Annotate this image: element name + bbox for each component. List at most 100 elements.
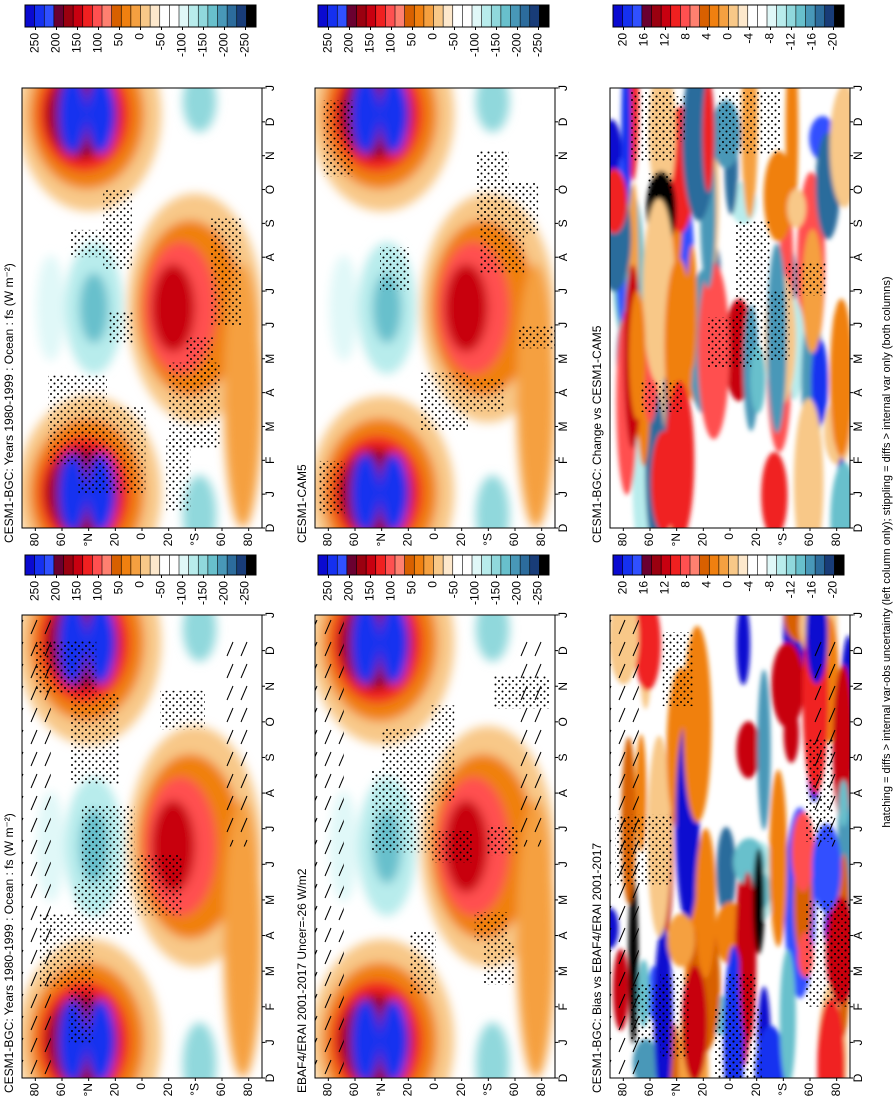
stippling [719,92,781,154]
colorbar-swatch [34,555,45,575]
colorbar-tick-label: 100 [91,33,105,53]
field-blob [632,1039,659,1078]
x-tick-label: D [556,646,570,655]
y-tick-label: °N [669,533,683,546]
colorbar-swatch [767,555,777,575]
colorbar-swatch [632,555,643,575]
hatching [610,615,639,1078]
colorbar-swatch [452,5,463,27]
colorbar-swatch [207,5,218,27]
field-blob [223,264,262,528]
x-tick-label: J [263,826,277,832]
panel-title: CESM1-BGC: Bias vs EBAF4/ERAI 2001-2017 [590,843,604,1093]
colorbar-tick-label: -16 [805,33,819,51]
panel: EBAF4/ERAI 2001-2017 Uncer=-26 W/m2 D J F M A… [295,554,570,1097]
y-tick-label: °S [481,533,495,546]
x-tick-label: F [851,1003,865,1010]
colorbar-swatch [443,5,454,27]
field-blob [838,779,849,827]
colorbar-swatch [217,5,228,27]
colorbar-swatch [680,5,691,27]
colorbar-tick-label: -50 [154,33,168,51]
field-blob [151,264,195,352]
field-blob [757,669,771,831]
x-tick-label: N [851,151,865,160]
y-tick-label: °N [374,1083,388,1096]
colorbar-swatch [728,555,739,575]
colorbar-swatch [757,5,768,27]
stippling [629,91,675,162]
y-tick-label: °S [188,1083,202,1096]
field-blob [79,272,109,344]
colorbar-swatch [102,555,112,575]
x-tick-label: J [263,612,277,618]
x-tick-label: O [851,717,865,726]
stippling [371,770,435,853]
x-tick-label: M [851,895,865,905]
field-blob [475,88,510,132]
colorbar-tick-label: -50 [447,581,461,599]
field-blob [793,398,824,528]
colorbar-swatch [53,555,64,575]
colorbar-swatch [613,5,623,27]
y-tick-label: 60 [507,533,521,547]
colorbar-tick-label: -50 [447,33,461,51]
x-tick-label: M [851,421,865,431]
colorbar-swatch [385,555,396,575]
stippling [318,460,345,514]
colorbar-swatch [102,5,112,27]
x-tick-label: J [263,491,277,497]
colorbar-swatch [510,5,521,27]
colorbar-swatch [356,5,367,27]
colorbar-swatch [423,5,434,27]
x-tick-label: J [851,85,865,91]
colorbar-swatch [63,5,74,27]
colorbar-swatch [472,5,482,27]
x-tick-label: A [556,789,570,797]
colorbar-swatch [385,5,396,27]
field-blob [755,1025,787,1078]
stippling [166,439,191,512]
stippling [735,221,771,329]
colorbar-swatch [481,5,492,27]
x-tick-label: N [556,682,570,691]
field-blob [475,1022,510,1078]
colorbar-tick-label: 12 [658,33,672,47]
field-blob [329,255,359,361]
stippling [474,912,508,943]
stippling [420,372,468,431]
colorbar-swatch [670,5,681,27]
colorbar-swatch [395,555,405,575]
y-tick-label: 80 [321,1083,335,1097]
x-tick-label: A [263,932,277,940]
colorbar-swatch [500,555,511,575]
y-tick-label: 0 [134,1083,148,1090]
colorbar-tick-label: 150 [70,33,84,53]
x-tick-label: A [263,389,277,397]
field [315,88,555,528]
x-tick-label: J [556,85,570,91]
y-tick-label: 80 [616,533,630,547]
y-tick-label: 60 [347,1083,361,1097]
colorbar-swatch [111,5,122,27]
colorbar-tick-label: 16 [637,33,651,47]
colorbar-swatch [738,5,749,27]
x-tick-label: J [556,612,570,618]
x-tick-label: J [851,826,865,832]
field-blob [379,453,409,528]
colorbar-tick-label: -200 [510,33,524,57]
x-tick-label: S [263,219,277,227]
colorbar-swatch [73,555,84,575]
x-tick-label: D [263,523,277,532]
field-blob [36,255,66,361]
colorbar-swatch [481,555,492,575]
y-tick-label: 0 [722,533,736,540]
colorbar-swatch [815,5,826,27]
colorbar-swatch [227,5,238,27]
field-blobs [315,615,555,1078]
x-tick-label: A [851,789,865,797]
colorbar-swatch [159,555,170,575]
field-blob [516,264,555,528]
stippling [160,690,205,730]
colorbar-swatch [651,555,662,575]
